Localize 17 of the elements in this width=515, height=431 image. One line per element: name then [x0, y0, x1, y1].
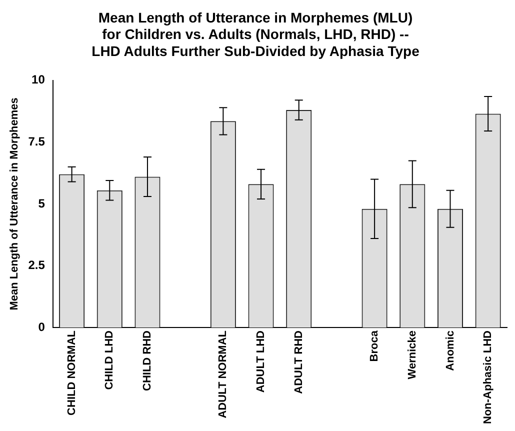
x-tick-label: Anomic — [444, 330, 456, 371]
y-tick-label: 2.5 — [28, 258, 46, 272]
x-tick-label: ADULT RHD — [292, 330, 305, 394]
x-tick-label: ADULT NORMAL — [217, 330, 230, 418]
x-tick-label: CHILD LHD — [104, 330, 116, 390]
x-tick-label: CHILD NORMAL — [66, 330, 78, 416]
y-tick-label: 10 — [32, 72, 46, 87]
x-tick-label: CHILD RHD — [142, 330, 154, 391]
y-tick-label: 5 — [38, 196, 46, 210]
chart-title: Mean Length of Utterance in Morphemes (MLU) for Children vs. Adults (Normals, LHD, RHD) -- LHD Adults Further Sub-Divided by Aphasia Type — [92, 9, 420, 59]
x-tick-label: ADULT LHD — [255, 330, 268, 393]
x-tick-label: Non-Aphasic LHD — [482, 330, 494, 424]
x-tick-label: Wernicke — [406, 330, 418, 380]
y-axis-title: Mean Length of Utterance in Morphemes — [8, 98, 21, 310]
y-tick-label: 7.5 — [28, 134, 46, 148]
y-tick-label: 0 — [38, 320, 46, 334]
x-tick-label: Broca — [368, 330, 381, 362]
